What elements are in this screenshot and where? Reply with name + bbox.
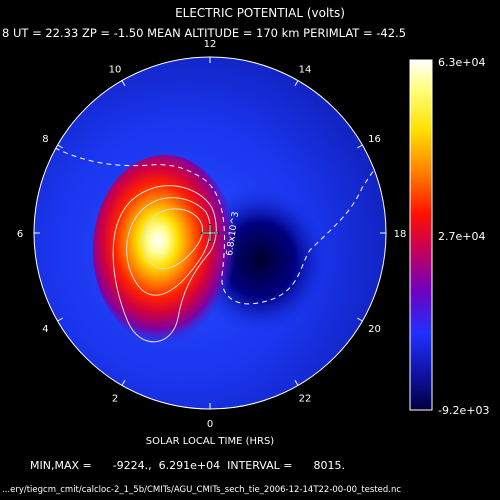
colorbar-max-label: 6.3e+04 bbox=[438, 56, 485, 69]
min-max-text: MIN,MAX = -9224., 6.291e+04 INTERVAL = 8… bbox=[30, 459, 345, 472]
local-time-label: 8 bbox=[42, 134, 48, 145]
footer-path: ...ery/tiegcm_cmit/calcloc-2_1_5b/CMITs/… bbox=[2, 485, 401, 495]
high-potential-cell bbox=[93, 155, 237, 345]
local-time-tick bbox=[121, 80, 126, 87]
local-time-label: 12 bbox=[204, 39, 217, 50]
local-time-tick bbox=[356, 317, 363, 322]
local-time-tick bbox=[294, 379, 299, 386]
local-time-label: 20 bbox=[368, 324, 381, 335]
local-time-labels: 12 14 16 18 20 22 0 2 4 6 8 10 bbox=[17, 39, 407, 430]
local-time-label: 18 bbox=[394, 229, 407, 240]
local-time-ticks bbox=[34, 57, 386, 409]
local-time-tick bbox=[57, 144, 64, 149]
local-time-tick bbox=[57, 317, 64, 322]
contour-zero-dashed bbox=[54, 147, 386, 305]
colorbar-min-label: -9.2e+03 bbox=[438, 404, 489, 417]
contour-inner bbox=[142, 208, 203, 270]
contour-outer bbox=[112, 185, 217, 343]
local-time-tick bbox=[121, 379, 126, 386]
contour-middle bbox=[126, 197, 211, 296]
colorbar-mid-label: 2.7e+04 bbox=[438, 230, 485, 243]
chart-subtitle: 8 UT = 22.33 ZP = -1.50 MEAN ALTITUDE = … bbox=[2, 26, 406, 40]
local-time-label: 4 bbox=[42, 324, 48, 335]
chart-title: ELECTRIC POTENTIAL (volts) bbox=[175, 6, 345, 20]
local-time-label: 10 bbox=[109, 64, 122, 75]
local-time-label: 14 bbox=[299, 64, 312, 75]
colorbar bbox=[409, 59, 433, 411]
local-time-tick bbox=[356, 144, 363, 149]
local-time-label: 16 bbox=[368, 134, 381, 145]
local-time-label: 0 bbox=[207, 419, 213, 430]
local-time-label: 2 bbox=[112, 394, 118, 405]
x-axis-label: SOLAR LOCAL TIME (HRS) bbox=[146, 436, 275, 447]
local-time-label: 22 bbox=[299, 394, 312, 405]
local-time-label: 6 bbox=[17, 229, 23, 240]
local-time-tick bbox=[294, 80, 299, 87]
